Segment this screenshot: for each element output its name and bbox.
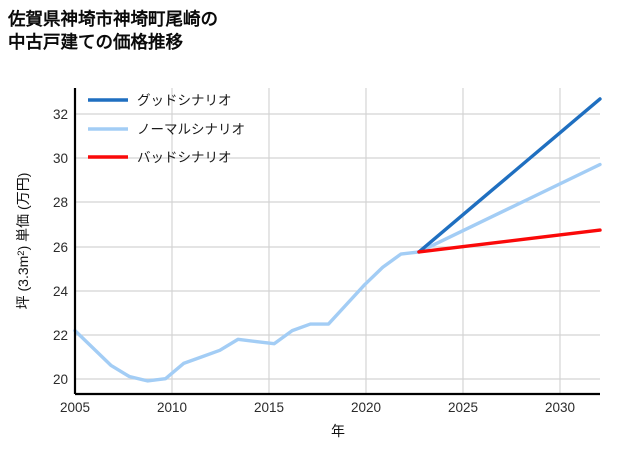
x-tick-label-2030: 2030 xyxy=(545,400,575,415)
x-tick-labels: 2005 2010 2015 2020 2025 2030 xyxy=(60,400,575,415)
y-axis-title-part1: 坪 (3.3m xyxy=(15,256,31,310)
data-series-group xyxy=(73,97,602,383)
x-tick-label-2010: 2010 xyxy=(157,400,187,415)
legend-label-normal: ノーマルシナリオ xyxy=(137,122,245,137)
series-line-good xyxy=(417,97,602,254)
y-tick-labels: 32 30 28 26 24 22 20 xyxy=(53,107,69,387)
page-title: 佐賀県神埼市神埼町尾崎の 中古戸建ての価格推移 xyxy=(8,8,428,54)
legend-label-bad: バッドシナリオ xyxy=(137,150,232,165)
legend-label-good: グッドシナリオ xyxy=(137,93,232,108)
y-tick-label-24: 24 xyxy=(53,284,69,299)
y-tick-label-26: 26 xyxy=(53,240,68,255)
y-axis-title: 坪 (3.3m2) 単価 (万円) xyxy=(15,173,31,310)
x-tick-label-2005: 2005 xyxy=(60,400,90,415)
x-axis-title: 年 xyxy=(331,423,345,439)
y-tick-label-30: 30 xyxy=(53,151,68,166)
title-line-1: 佐賀県神埼市神埼町尾崎の xyxy=(8,9,218,29)
y-tick-label-28: 28 xyxy=(53,195,68,210)
y-axis-title-part2: ) 単価 (万円) xyxy=(15,173,31,251)
y-tick-label-32: 32 xyxy=(53,107,68,122)
x-tick-label-2020: 2020 xyxy=(351,400,381,415)
y-axis-title-superscript: 2 xyxy=(16,250,27,255)
y-tick-label-22: 22 xyxy=(53,328,68,343)
title-line-2: 中古戸建ての価格推移 xyxy=(8,32,183,53)
y-tick-label-20: 20 xyxy=(53,372,68,387)
chart-legend: グッドシナリオ ノーマルシナリオ バッドシナリオ xyxy=(88,93,245,165)
x-tick-label-2015: 2015 xyxy=(254,400,284,415)
series-line-bad xyxy=(417,228,602,254)
x-tick-label-2025: 2025 xyxy=(448,400,478,415)
series-line-normal xyxy=(73,162,602,383)
